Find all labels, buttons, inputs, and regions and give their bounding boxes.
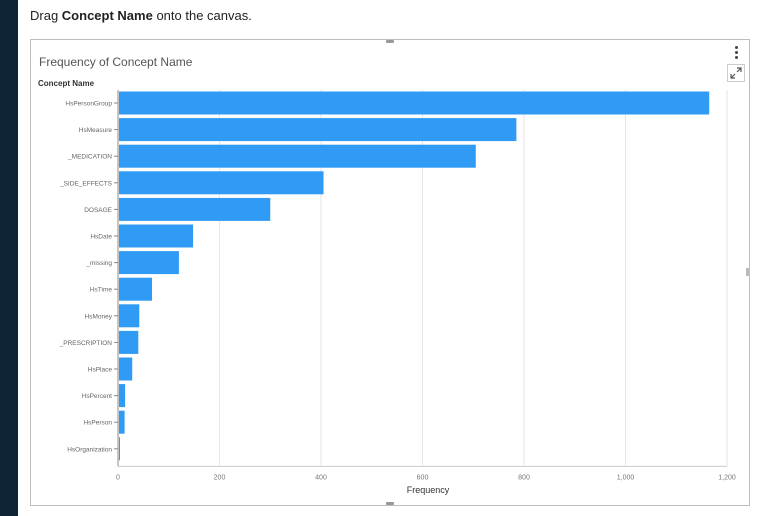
y-tick-label: HsDate bbox=[90, 234, 112, 241]
y-tick-label: HsOrganization bbox=[67, 446, 112, 453]
x-tick-label: 600 bbox=[417, 474, 429, 481]
y-tick-label: HsMoney bbox=[85, 313, 113, 320]
y-tick-label: HsPlace bbox=[88, 367, 113, 374]
instruction-text: Drag Concept Name onto the canvas. bbox=[30, 8, 252, 23]
x-tick-label: 800 bbox=[518, 474, 530, 481]
resize-handle-right[interactable] bbox=[746, 268, 749, 276]
bar-prescription[interactable] bbox=[119, 330, 139, 354]
bar-chart: Concept Name 0 200 400 600 800 1,000 1,200 HsPe… bbox=[38, 79, 736, 495]
bar-hsorganization[interactable] bbox=[119, 437, 120, 461]
y-tick-label: HsPerson bbox=[83, 420, 112, 427]
x-tick-label: 0 bbox=[116, 474, 120, 481]
bar-hsmoney[interactable] bbox=[119, 304, 140, 328]
y-tick-label: HsMeasure bbox=[79, 127, 113, 134]
background-edge bbox=[0, 0, 18, 516]
instruction-bold: Concept Name bbox=[61, 8, 153, 23]
bar-side-effects[interactable] bbox=[119, 171, 324, 195]
x-tick-label: 1,000 bbox=[617, 474, 635, 481]
chart-panel[interactable]: Frequency of Concept Name Concept Name 0… bbox=[30, 39, 750, 506]
bar-hsplace[interactable] bbox=[119, 357, 133, 381]
y-tick-label: _PRESCRIPTION bbox=[59, 340, 113, 347]
y-axis-title: Concept Name bbox=[38, 79, 95, 88]
y-tick-label: _MEDICATION bbox=[67, 154, 112, 161]
more-vertical-icon[interactable] bbox=[727, 42, 745, 62]
y-tick-label: HsTime bbox=[90, 287, 113, 294]
chart-title: Frequency of Concept Name bbox=[39, 55, 193, 69]
x-tick-label: 1,200 bbox=[718, 474, 736, 481]
bar-hsperson[interactable] bbox=[119, 410, 125, 434]
x-tick-label: 400 bbox=[315, 474, 327, 481]
y-tick-label: HsPercent bbox=[82, 393, 113, 400]
bar-medication[interactable] bbox=[119, 144, 476, 168]
y-tick-label: DOSAGE bbox=[84, 207, 112, 214]
bar-hspersongroup[interactable] bbox=[119, 91, 710, 115]
bar-hsmeasure[interactable] bbox=[119, 118, 517, 142]
y-tick-label: _missing bbox=[85, 260, 112, 267]
expand-icon[interactable] bbox=[727, 64, 745, 82]
bar-missing[interactable] bbox=[119, 251, 179, 275]
bar-hstime[interactable] bbox=[119, 277, 153, 301]
y-tick-label: _SIDE_EFFECTS bbox=[59, 180, 113, 187]
resize-handle-bottom[interactable] bbox=[386, 502, 394, 505]
x-tick-label: 200 bbox=[214, 474, 226, 481]
bar-hsdate[interactable] bbox=[119, 224, 194, 248]
x-axis-title: Frequency bbox=[407, 485, 450, 495]
bar-hspercent[interactable] bbox=[119, 384, 126, 408]
y-tick-label: HsPersonGroup bbox=[65, 101, 112, 108]
resize-handle-top[interactable] bbox=[386, 40, 394, 43]
bar-dosage[interactable] bbox=[119, 197, 271, 221]
